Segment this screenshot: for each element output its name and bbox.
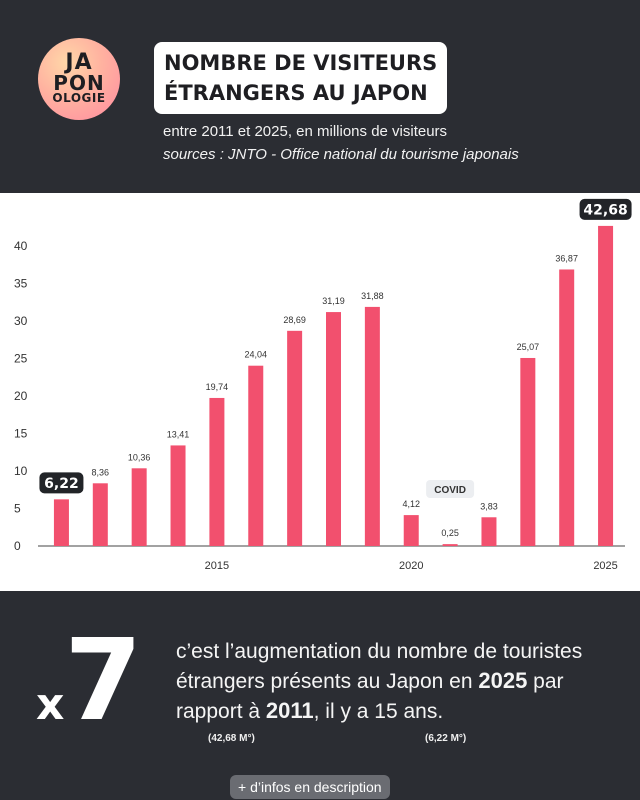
data-label: 3,83: [480, 501, 498, 511]
covid-annotation: COVID: [434, 485, 466, 496]
stat-text-part-3: , il y a 15 ans.: [313, 700, 444, 723]
y-tick-label: 40: [14, 239, 28, 253]
bar-2011: [53, 499, 69, 546]
brand-logo: JA PON OLOGIE: [38, 38, 120, 120]
data-label: 24,04: [245, 350, 268, 360]
data-label: 8,36: [92, 467, 110, 477]
bar-2020: [403, 515, 419, 546]
bar-2018: [326, 312, 341, 546]
bar-2021: [442, 544, 458, 546]
stat-text-part-2: par rapport à: [176, 670, 564, 723]
bar-2015: [209, 397, 225, 546]
highlight-label-box: [39, 472, 84, 494]
logo-line-2: PON: [53, 71, 105, 96]
y-tick-label: 15: [14, 427, 28, 441]
logo-line-3: OLOGIE: [52, 91, 106, 106]
data-label: 19,74: [206, 382, 229, 392]
y-tick-label: 20: [14, 389, 28, 403]
data-label-highlight: 6,22: [44, 476, 79, 492]
bar-2016: [248, 365, 264, 546]
data-label: 4,12: [402, 499, 420, 509]
data-label: 31,19: [322, 296, 345, 306]
chart-subtitle: entre 2011 et 2025, en millions de visit…: [163, 123, 448, 140]
stat-text-part-1: c’est l’augmentation du nombre de touris…: [176, 640, 583, 693]
stat-description: c’est l’augmentation du nombre de touris…: [176, 637, 626, 726]
chart-panel: 0 5 10 15 20 25 30 35 40 6,22 8,36 10,36 13,41 19,74 2…: [0, 193, 640, 591]
y-tick-label: 30: [14, 314, 28, 328]
bar-2022: [481, 517, 497, 546]
y-tick-label: 35: [14, 277, 28, 291]
bar-2012: [92, 483, 108, 546]
title-line-1: NOMBRE DE VISITEURS: [164, 51, 438, 75]
bar-2025: [598, 225, 614, 546]
data-label: 25,07: [517, 342, 540, 352]
logo-line-1: JA: [65, 50, 93, 76]
data-label: 0,25: [441, 528, 459, 538]
bar-chart: 05101520253035406,228,3610,3613,4119,742…: [14, 198, 632, 572]
info-description-button[interactable]: + d’infos en description: [230, 775, 390, 799]
bar-2023: [520, 357, 536, 546]
y-tick-label: 0: [14, 539, 21, 553]
y-tick-label: 5: [14, 502, 21, 516]
page-title: NOMBRE DE VISITEURS ÉTRANGERS AU JAPON: [154, 42, 448, 114]
bar-2017: [287, 330, 303, 546]
x-tick-label: 2025: [593, 560, 617, 572]
bar-2014: [170, 445, 186, 546]
bar-2019: [364, 306, 380, 546]
stat-note-2011: (6,22 M°): [425, 733, 467, 744]
data-label: 13,41: [167, 429, 190, 439]
y-tick-label: 25: [14, 352, 28, 366]
bar-2013: [131, 468, 147, 546]
data-label: 31,88: [361, 291, 384, 301]
title-line-2: ÉTRANGERS AU JAPON: [164, 81, 428, 105]
multiplier-number: 7: [64, 616, 142, 746]
covid-annotation-box: [426, 480, 475, 498]
bar-2024: [559, 269, 575, 546]
x-tick-label: 2015: [205, 560, 229, 572]
x-tick-label: 2020: [399, 560, 423, 572]
data-label: 10,36: [128, 452, 151, 462]
data-label: 36,87: [555, 253, 578, 263]
multiplier-stat: x7: [36, 625, 142, 737]
multiplier-prefix: x: [36, 679, 65, 730]
data-label-highlight: 42,68: [583, 202, 627, 218]
stat-year-1: 2025: [478, 668, 528, 693]
highlight-label-box: [579, 198, 632, 220]
chart-sources: sources : JNTO - Office national du tour…: [163, 146, 519, 163]
stat-year-2: 2011: [265, 698, 314, 723]
data-label: 28,69: [283, 315, 306, 325]
y-tick-label: 10: [14, 464, 28, 478]
stat-note-2025: (42,68 M°): [208, 733, 255, 744]
